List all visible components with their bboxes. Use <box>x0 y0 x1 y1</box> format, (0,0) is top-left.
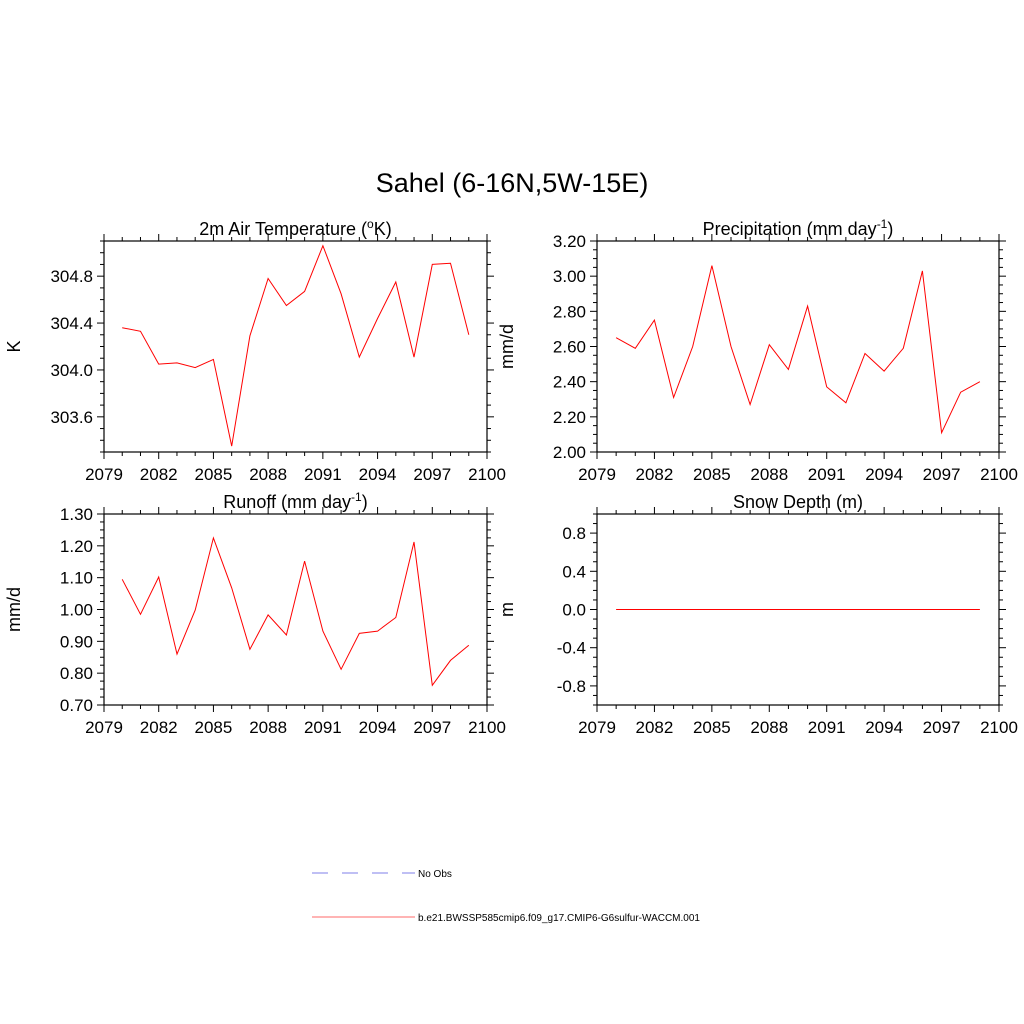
x-tick-label: 2085 <box>195 465 233 484</box>
panel-precipitation: 2079 2082 2085 2088 2091 2094 2097 2100 2.00 2.20… <box>497 217 1018 484</box>
y-tick-label: 304.8 <box>50 267 93 286</box>
x-tick-label: 2085 <box>195 718 233 737</box>
legend-label-model: b.e21.BWSSP585cmip6.f09_g17.CMIP6-G6sulf… <box>418 913 700 924</box>
legend-label-no-obs: No Obs <box>418 869 452 880</box>
x-tick-label: 2088 <box>249 718 287 737</box>
x-tick-label: 2091 <box>304 465 342 484</box>
x-tick-label: 2079 <box>578 465 616 484</box>
x-tick-label: 2082 <box>140 718 178 737</box>
y-tick-label: 1.00 <box>60 601 93 620</box>
legend: No Obs b.e21.BWSSP585cmip6.f09_g17.CMIP6… <box>312 869 700 924</box>
y-tick-label: 0.8 <box>562 524 586 543</box>
x-tick-label: 2082 <box>636 718 674 737</box>
x-tick-label: 2088 <box>750 465 788 484</box>
x-tick-label: 2082 <box>140 465 178 484</box>
y-tick-label: -0.8 <box>557 677 586 696</box>
x-tick-label: 2100 <box>980 465 1018 484</box>
panel-temperature: 2079 2082 2085 2088 2091 2094 2097 2100 303.6 304… <box>4 217 506 484</box>
y-tick-label: 304.4 <box>50 314 93 333</box>
y-tick-label: 2.40 <box>553 373 586 392</box>
x-tick-label: 2079 <box>578 718 616 737</box>
x-tick-label: 2079 <box>85 718 123 737</box>
figure-title: Sahel (6-16N,5W-15E) <box>375 168 649 198</box>
y-tick-label: 2.00 <box>553 443 586 462</box>
panel-title: Snow Depth (m) <box>733 492 863 512</box>
x-tick-label: 2085 <box>693 465 731 484</box>
series-line <box>615 265 981 435</box>
x-tick-label: 2094 <box>359 465 397 484</box>
y-axis-label: m <box>497 602 517 617</box>
x-tick-label: 2091 <box>304 718 342 737</box>
y-tick-label: 3.00 <box>553 267 586 286</box>
x-tick-label: 2088 <box>249 465 287 484</box>
y-tick-label: 2.60 <box>553 338 586 357</box>
panel-title: Runoff (mm day-1) <box>223 490 367 512</box>
y-tick-label: 2.20 <box>553 408 586 427</box>
y-tick-label: 0.80 <box>60 664 93 683</box>
x-tick-label: 2082 <box>636 465 674 484</box>
y-tick-label: 0.90 <box>60 632 93 651</box>
y-tick-label: 1.30 <box>60 505 93 524</box>
x-tick-label: 2097 <box>923 465 961 484</box>
plot-frame <box>103 513 488 706</box>
y-axis-label: mm/d <box>497 324 517 369</box>
x-tick-label: 2079 <box>85 465 123 484</box>
series-line <box>121 536 470 687</box>
x-tick-label: 2100 <box>468 718 506 737</box>
y-tick-label: 0.0 <box>562 601 586 620</box>
series-line <box>122 244 470 447</box>
x-tick-label: 2085 <box>693 718 731 737</box>
panel-title: 2m Air Temperature (oK) <box>199 217 391 239</box>
y-tick-label: 1.20 <box>60 537 93 556</box>
x-tick-label: 2097 <box>923 718 961 737</box>
y-tick-label: 2.80 <box>553 302 586 321</box>
plot-frame <box>103 240 488 453</box>
panel-snow-depth: 2079 2082 2085 2088 2091 2094 2097 2100 -0.8 -0.4… <box>497 492 1018 737</box>
panel-title: Precipitation (mm day-1) <box>703 217 894 239</box>
x-tick-label: 2094 <box>865 718 903 737</box>
y-tick-label: 0.4 <box>562 562 586 581</box>
plot-frame <box>596 240 1000 453</box>
y-tick-label: 0.70 <box>60 696 93 715</box>
x-tick-label: 2094 <box>865 465 903 484</box>
x-tick-label: 2100 <box>980 718 1018 737</box>
y-tick-label: 1.10 <box>60 569 93 588</box>
x-tick-label: 2094 <box>359 718 397 737</box>
y-tick-label: 304.0 <box>50 361 93 380</box>
x-tick-label: 2091 <box>808 465 846 484</box>
y-tick-label: 303.6 <box>50 408 93 427</box>
panel-runoff: 2079 2082 2085 2088 2091 2094 2097 2100 0.70 0.80… <box>4 490 506 737</box>
y-axis-label: mm/d <box>4 587 24 632</box>
y-tick-label: -0.4 <box>557 639 586 658</box>
x-tick-label: 2097 <box>413 718 451 737</box>
y-tick-label: 3.20 <box>553 232 586 251</box>
x-tick-label: 2097 <box>413 465 451 484</box>
y-axis-label: K <box>4 340 24 352</box>
x-tick-label: 2091 <box>808 718 846 737</box>
x-tick-label: 2100 <box>468 465 506 484</box>
x-tick-label: 2088 <box>750 718 788 737</box>
